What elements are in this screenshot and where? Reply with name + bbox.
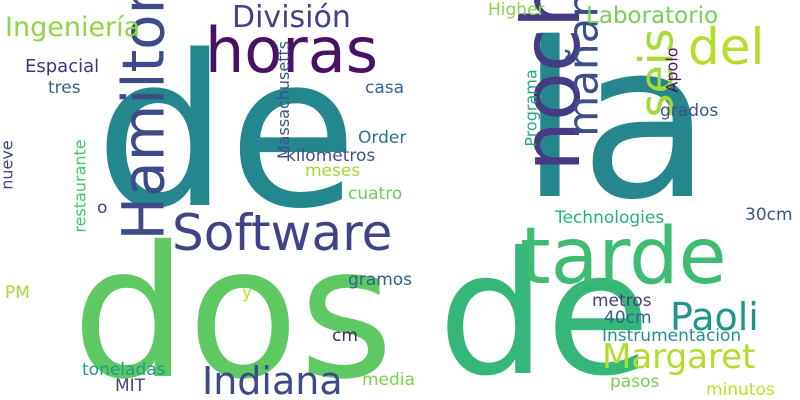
word-del: del <box>688 18 765 76</box>
word-gramos: gramos <box>348 270 413 290</box>
word-technologies: Technologies <box>555 208 665 228</box>
word-software: Software <box>172 204 393 262</box>
word-higher: Higher <box>488 0 545 20</box>
word-instrumentacion: Instrumentación <box>602 326 742 346</box>
word-margaret: Margaret <box>602 337 756 377</box>
word-o: o <box>97 198 108 218</box>
word-de-small: de <box>438 216 651 400</box>
word-la: la <box>520 0 712 247</box>
word-de-large: de <box>95 10 358 255</box>
word-order: Order <box>358 128 407 148</box>
word-dos: dos <box>72 207 394 400</box>
word-nueve: nueve <box>0 140 17 190</box>
word-horas: horas <box>205 14 379 87</box>
word-toneladas: toneladas <box>82 360 166 380</box>
word-ingenieria: Ingeniería <box>5 12 141 43</box>
word-pasos: pasos <box>610 372 660 392</box>
word-y: y <box>242 283 253 303</box>
word-restaurante: restaurante <box>70 139 90 233</box>
word-meses: meses <box>305 161 361 181</box>
word-kilometros: kilometros <box>286 146 376 166</box>
word-mit: MIT <box>115 376 146 396</box>
word-laboratorio: Laboratorio <box>586 3 719 29</box>
word-casa: casa <box>365 78 405 98</box>
word-programa: Programa <box>521 69 541 147</box>
word-pm: PM <box>5 283 30 303</box>
word-30cm: 30cm <box>745 205 793 225</box>
word-40cm: 40cm <box>604 308 652 328</box>
word-massachusetts: Massachusetts <box>274 40 294 160</box>
word-apolo: Apolo <box>662 47 682 93</box>
word-indiana: Indiana <box>202 359 343 400</box>
word-espacial: Espacial <box>25 56 100 77</box>
word-paoli: Paoli <box>670 295 759 339</box>
word-media: media <box>362 370 415 390</box>
word-tres: tres <box>48 78 81 98</box>
word-cuatro: cuatro <box>348 184 403 204</box>
word-metros: metros <box>592 291 652 311</box>
word-grados: grados <box>660 101 719 121</box>
word-minutos: minutos <box>706 380 775 400</box>
word-cm: cm <box>332 326 358 346</box>
word-division: División <box>232 0 351 35</box>
word-tarde: tarde <box>520 212 727 302</box>
